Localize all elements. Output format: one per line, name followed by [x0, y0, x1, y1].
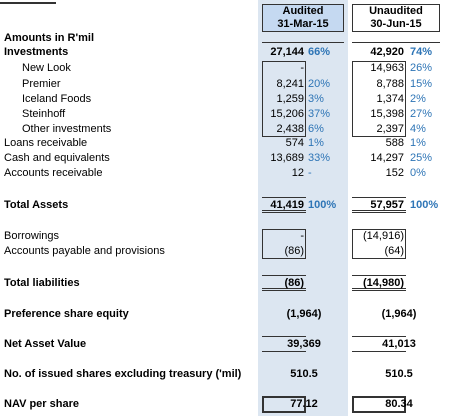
cell-percent: 66% [308, 46, 331, 58]
table-title: Amounts in R'mil [4, 32, 95, 44]
row-label: Loans receivable [4, 137, 88, 149]
cell-value: 15,398 [370, 108, 404, 120]
row-label: Net Asset Value [4, 338, 87, 350]
cell-value: (14,916) [363, 230, 404, 242]
cell-value: 80.34 [385, 398, 413, 410]
group-box [262, 229, 306, 259]
total-rule [262, 275, 306, 291]
total-rule [262, 197, 306, 213]
cell-value: 41,419 [270, 199, 304, 211]
cell-value: 1,259 [276, 93, 304, 105]
cell-percent: 1% [308, 137, 324, 149]
row-label: Investments [4, 46, 69, 58]
unaudited-header-box [352, 4, 440, 32]
cell-value: 510.5 [290, 368, 318, 380]
header-rule [262, 42, 344, 43]
row-label: Preference share equity [4, 308, 129, 320]
top-rule [0, 2, 56, 4]
row-label: Steinhoff [22, 108, 66, 120]
cell-value: 41,013 [382, 338, 416, 350]
total-rule [262, 336, 306, 352]
audited-band [258, 0, 348, 416]
cell-value: 13,689 [270, 152, 304, 164]
cell-value: 57,957 [370, 199, 404, 211]
group-box [352, 61, 406, 137]
cell-percent: 1% [410, 137, 426, 149]
cell-value: 14,963 [370, 62, 404, 74]
cell-value: (86) [284, 277, 304, 289]
column-heading: Audited [282, 5, 324, 17]
cell-value: 1,374 [376, 93, 404, 105]
row-label: Premier [22, 78, 61, 90]
cell-percent: - [308, 167, 312, 179]
row-label: Cash and equivalents [4, 152, 110, 164]
cell-percent: 2% [410, 93, 426, 105]
cell-value: (1,964) [381, 308, 417, 320]
cell-value: 588 [385, 137, 404, 149]
cell-percent: 74% [410, 46, 433, 58]
row-label: Total Assets [4, 199, 69, 211]
header-rule [352, 42, 440, 43]
total-rule [352, 336, 406, 352]
cell-value: 574 [285, 137, 304, 149]
audited-header-box [262, 4, 344, 32]
column-date: 30-Jun-15 [370, 18, 422, 30]
cell-value: 510.5 [385, 368, 413, 380]
cell-value: 42,920 [370, 46, 404, 58]
cell-value: 14,297 [370, 152, 404, 164]
cell-percent: 4% [410, 123, 426, 135]
row-label: Total liabilities [4, 277, 80, 289]
cell-value: 2,438 [276, 123, 304, 135]
column-date: 31-Mar-15 [277, 18, 329, 30]
row-label: New Look [22, 62, 71, 74]
cell-value: 8,241 [276, 78, 304, 90]
cell-percent: 25% [410, 152, 433, 164]
cell-value: - [300, 62, 304, 74]
row-label: No. of issued shares excluding treasury … [4, 368, 242, 380]
group-box [352, 229, 406, 259]
nav-box [352, 396, 406, 413]
row-label: NAV per share [4, 398, 79, 410]
cell-percent: 37% [308, 108, 331, 120]
cell-percent: 33% [308, 152, 331, 164]
row-label: Borrowings [4, 230, 60, 242]
cell-value: (14,980) [363, 277, 404, 289]
column-heading: Unaudited [369, 5, 423, 17]
cell-percent: 100% [308, 199, 337, 211]
row-label: Accounts receivable [4, 167, 103, 179]
cell-value: (86) [284, 245, 304, 257]
total-rule [352, 275, 406, 291]
row-label: Other investments [22, 123, 112, 135]
cell-percent: 3% [308, 93, 324, 105]
cell-value: 15,206 [270, 108, 304, 120]
cell-value: 152 [385, 167, 404, 179]
cell-value: 12 [291, 167, 304, 179]
total-rule [352, 197, 406, 213]
cell-percent: 15% [410, 78, 433, 90]
cell-percent: 0% [410, 167, 426, 179]
nav-box [262, 396, 306, 413]
cell-value: 2,397 [376, 123, 404, 135]
cell-percent: 6% [308, 123, 324, 135]
row-label: Accounts payable and provisions [4, 245, 165, 257]
cell-percent: 20% [308, 78, 331, 90]
row-label: Iceland Foods [22, 93, 92, 105]
group-box [262, 61, 306, 137]
cell-percent: 100% [410, 199, 439, 211]
cell-value: (64) [384, 245, 404, 257]
cell-value: 77.12 [290, 398, 318, 410]
cell-value: (1,964) [286, 308, 322, 320]
cell-value: 27,144 [270, 46, 304, 58]
cell-percent: 27% [410, 108, 433, 120]
cell-value: 39,369 [287, 338, 321, 350]
cell-value: - [300, 230, 304, 242]
cell-percent: 26% [410, 62, 433, 74]
cell-value: 8,788 [376, 78, 404, 90]
